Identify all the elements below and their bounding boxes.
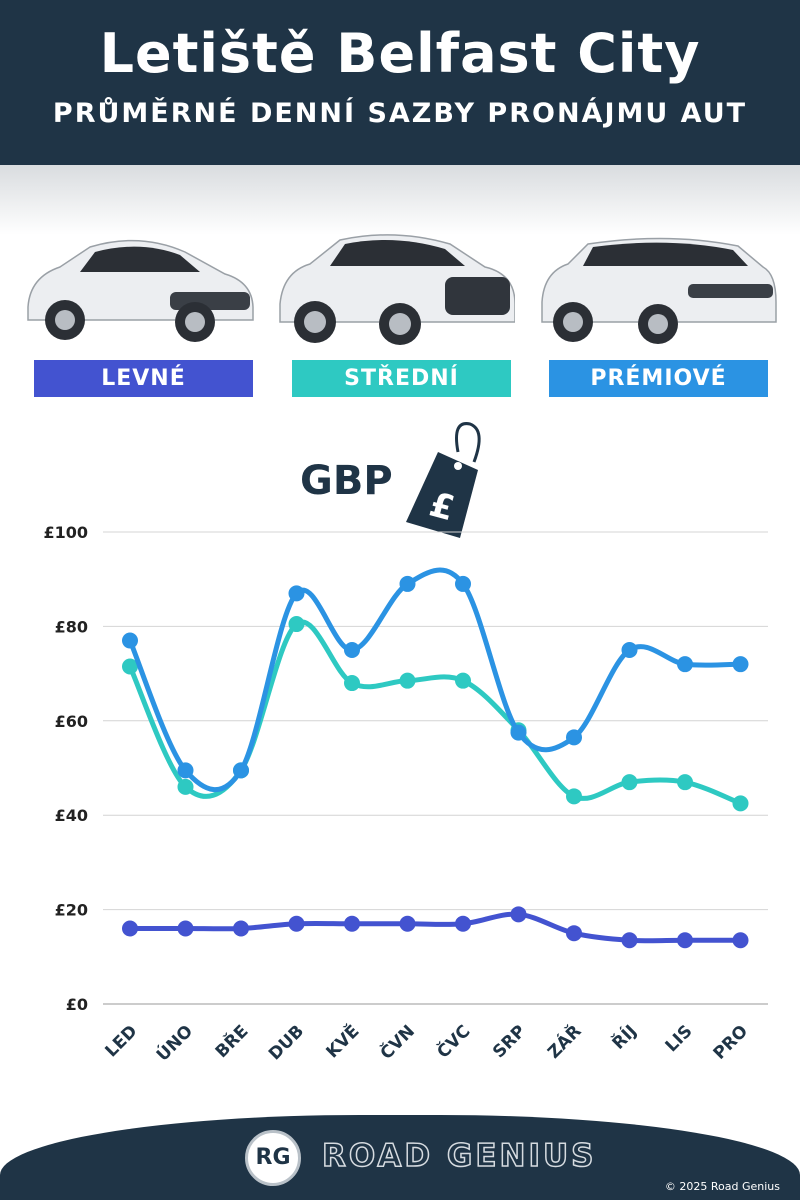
data-point xyxy=(177,920,194,937)
data-point xyxy=(122,632,138,649)
data-point xyxy=(399,672,416,689)
x-tick-label: SRP xyxy=(489,1021,530,1062)
data-point xyxy=(510,906,527,923)
y-tick-label: £40 xyxy=(55,806,88,825)
header: Letiště Belfast City PRŮMĚRNÉ DENNÍ SAZB… xyxy=(0,0,800,165)
data-point xyxy=(233,920,249,937)
data-point xyxy=(510,724,527,741)
data-point xyxy=(677,932,693,949)
data-point xyxy=(122,658,138,675)
economy-car-icon xyxy=(27,239,254,342)
data-point xyxy=(621,774,638,791)
series-line xyxy=(127,911,743,944)
copyright: © 2025 Road Genius xyxy=(664,1180,780,1193)
data-point xyxy=(344,642,360,658)
data-point xyxy=(177,778,194,795)
road-genius-logo: RG xyxy=(245,1130,301,1186)
category-economy-label: LEVNÉ xyxy=(34,360,253,397)
category-midsize-label: STŘEDNÍ xyxy=(292,360,511,397)
x-tick-label: ČVC xyxy=(432,1020,475,1063)
y-tick-label: £0 xyxy=(66,995,88,1014)
premium-suv-icon xyxy=(541,237,777,344)
data-point xyxy=(732,656,749,673)
data-point xyxy=(732,795,749,812)
x-tick-label: ŘÍJ xyxy=(607,1020,641,1054)
data-point xyxy=(677,656,693,673)
data-point xyxy=(344,915,360,932)
x-tick-label: KVĚ xyxy=(321,1020,363,1062)
data-point xyxy=(177,762,194,779)
data-point xyxy=(288,915,305,932)
data-point xyxy=(455,672,471,689)
x-tick-label: ZÁŘ xyxy=(543,1020,586,1063)
currency-label: GBP xyxy=(300,458,393,504)
data-point xyxy=(344,675,360,692)
x-tick-label: BŘE xyxy=(210,1020,252,1062)
page-title: Letiště Belfast City xyxy=(99,22,701,85)
data-point xyxy=(566,788,582,805)
y-tick-label: £100 xyxy=(43,523,88,542)
x-tick-label: ČVN xyxy=(375,1020,419,1064)
footer xyxy=(0,1115,800,1200)
data-point xyxy=(621,642,638,658)
x-tick-label: ÚNO xyxy=(151,1020,197,1066)
series-2 xyxy=(122,616,749,812)
data-point xyxy=(732,932,749,949)
series-1 xyxy=(122,906,749,949)
y-tick-label: £60 xyxy=(55,712,88,731)
data-point xyxy=(399,915,416,932)
page-subtitle: PRŮMĚRNÉ DENNÍ SAZBY PRONÁJMU AUT xyxy=(52,98,748,129)
data-point xyxy=(621,932,638,949)
x-tick-label: DUB xyxy=(265,1021,308,1064)
x-tick-label: LED xyxy=(102,1021,142,1061)
x-tick-label: LIS xyxy=(662,1021,697,1056)
data-point xyxy=(399,575,416,592)
y-tick-label: £20 xyxy=(55,901,88,920)
series-3 xyxy=(122,567,749,793)
y-tick-label: £80 xyxy=(55,617,88,636)
header-shadow xyxy=(0,165,800,235)
brand-name: ROAD GENIUS xyxy=(321,1137,597,1175)
data-point xyxy=(566,729,582,746)
data-point xyxy=(455,575,471,592)
midsize-suv-icon xyxy=(279,234,515,345)
data-point xyxy=(122,920,138,937)
data-point xyxy=(677,774,693,791)
x-tick-label: PRO xyxy=(710,1021,752,1063)
data-point xyxy=(288,585,305,602)
data-point xyxy=(288,616,305,633)
category-premium-label: PRÉMIOVÉ xyxy=(549,360,768,397)
data-point xyxy=(233,762,249,779)
data-point xyxy=(566,925,582,942)
data-point xyxy=(455,915,471,932)
price-tag-icon: £ xyxy=(406,422,481,538)
line-chart: GBP £ £0 £20 £40 £60 £80 £100 LED ÚNO BŘE DUB KVĚ… xyxy=(43,422,768,1066)
